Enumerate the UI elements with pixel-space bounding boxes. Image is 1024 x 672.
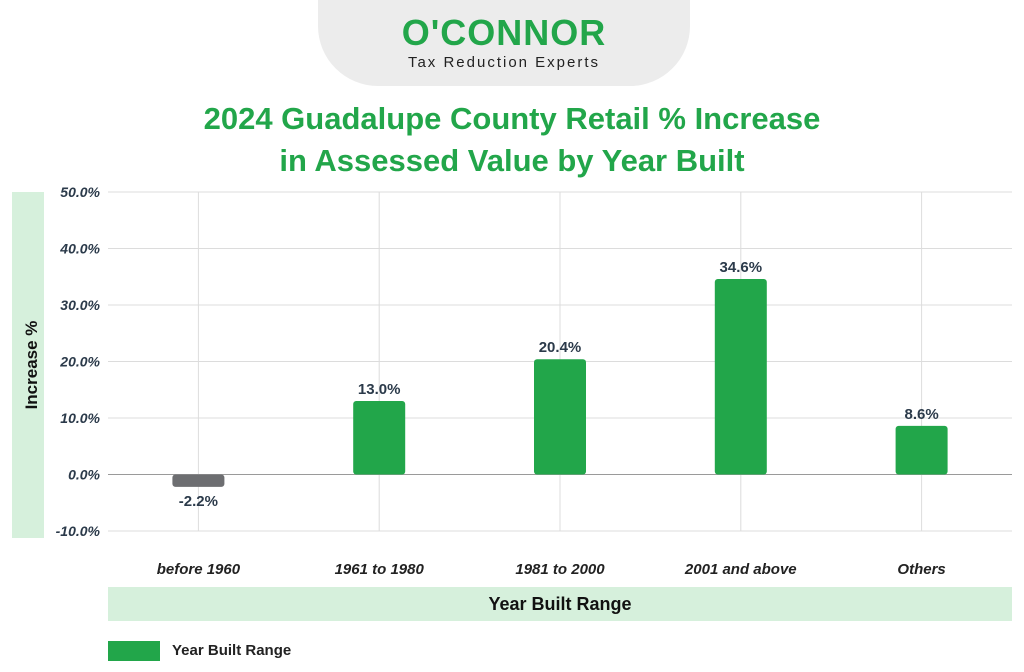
- bar: [534, 359, 586, 475]
- y-axis-label-band: [12, 192, 44, 538]
- y-tick-label: 20.0%: [59, 354, 100, 370]
- chart-title-line-2: in Assessed Value by Year Built: [279, 143, 745, 178]
- bar-value-label: 20.4%: [539, 339, 582, 356]
- x-category-label: 1981 to 2000: [515, 561, 605, 578]
- y-tick-label: -10.0%: [56, 523, 101, 539]
- logo-brand-text: O'CONNOR: [401, 12, 607, 53]
- y-tick-label: 50.0%: [60, 184, 100, 200]
- bar-value-label: 13.0%: [358, 381, 401, 398]
- bar-value-label: 34.6%: [720, 259, 763, 276]
- logo-tagline: Tax Reduction Experts: [407, 54, 601, 71]
- bar-value-label: 8.6%: [904, 406, 938, 423]
- y-tick-label: 40.0%: [59, 241, 100, 257]
- x-category-label: 2001 and above: [684, 561, 797, 578]
- chart-title: 2024 Guadalupe County Retail % Increase …: [0, 98, 1024, 182]
- y-tick-label: 0.0%: [68, 467, 100, 483]
- bar-value-label: -2.2%: [179, 493, 218, 510]
- x-category-label: Others: [897, 561, 945, 578]
- legend-label: Year Built Range: [172, 642, 292, 659]
- x-axis-title: Year Built Range: [488, 594, 632, 614]
- y-tick-label: 10.0%: [60, 410, 100, 426]
- bar: [895, 425, 948, 475]
- legend-swatch: [108, 641, 160, 661]
- y-tick-label: 30.0%: [60, 297, 100, 313]
- bar: [172, 474, 225, 487]
- x-category-label: 1961 to 1980: [335, 561, 425, 578]
- x-category-label: before 1960: [157, 561, 241, 578]
- bar: [353, 401, 406, 475]
- chart-title-line-1: 2024 Guadalupe County Retail % Increase: [203, 101, 821, 136]
- bar: [714, 279, 767, 475]
- x-axis-label-band: Year Built Range: [108, 587, 1012, 621]
- logo-banner: O'CONNOR Tax Reduction Experts: [318, 0, 690, 86]
